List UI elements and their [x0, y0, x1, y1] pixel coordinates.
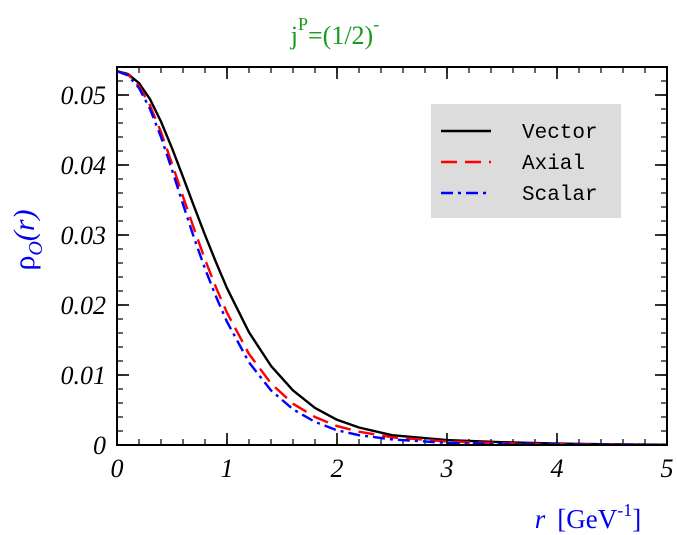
series-line-scalar	[116, 70, 668, 447]
y-tick-label: 0.03	[61, 221, 107, 250]
y-label-sub: O	[25, 241, 47, 255]
title-mid: =(1/2)	[308, 21, 373, 50]
y-tick-label: 0.01	[61, 361, 107, 390]
x-label-unit: [GeV	[557, 504, 617, 534]
series-lines	[116, 70, 668, 447]
legend: Vector Axial Scalar	[431, 104, 621, 218]
series-line-vector	[116, 70, 668, 446]
legend-label-scalar: Scalar	[522, 184, 598, 207]
x-label-var: r	[535, 504, 546, 534]
y-tick-label: 0	[93, 431, 106, 460]
x-label-unit-sup: -1	[617, 500, 632, 520]
y-tick-label: 0.04	[61, 151, 107, 180]
title-sup-sign: -	[373, 14, 379, 34]
x-tick-label: 4	[551, 454, 564, 483]
y-tick-label: 0.05	[61, 81, 107, 110]
x-label-unit-end: ]	[632, 504, 641, 534]
x-tick-label: 3	[440, 454, 454, 483]
legend-label-axial: Axial	[522, 153, 585, 176]
x-tick-label: 5	[661, 454, 674, 483]
x-tick-label: 1	[221, 454, 234, 483]
chart-title: jP=(1/2)-	[290, 14, 379, 50]
title-base: j	[290, 21, 298, 50]
axis-tick-labels: 0 1 2 3 4 5 0 0.01 0.02 0.03 0.04 0.05	[61, 81, 674, 483]
x-axis-label: r [GeV-1]	[535, 500, 642, 534]
plot-frame	[116, 66, 668, 446]
y-label-arg: (r)	[8, 209, 41, 241]
y-tick-label: 0.02	[61, 291, 107, 320]
y-label-rho: ρ	[8, 256, 41, 271]
title-sup-parity: P	[298, 14, 308, 34]
x-tick-label: 2	[331, 454, 344, 483]
x-tick-label: 0	[111, 454, 124, 483]
legend-label-vector: Vector	[522, 122, 598, 145]
legend-background	[431, 104, 621, 218]
y-axis-label: ρO(r)	[8, 209, 47, 270]
